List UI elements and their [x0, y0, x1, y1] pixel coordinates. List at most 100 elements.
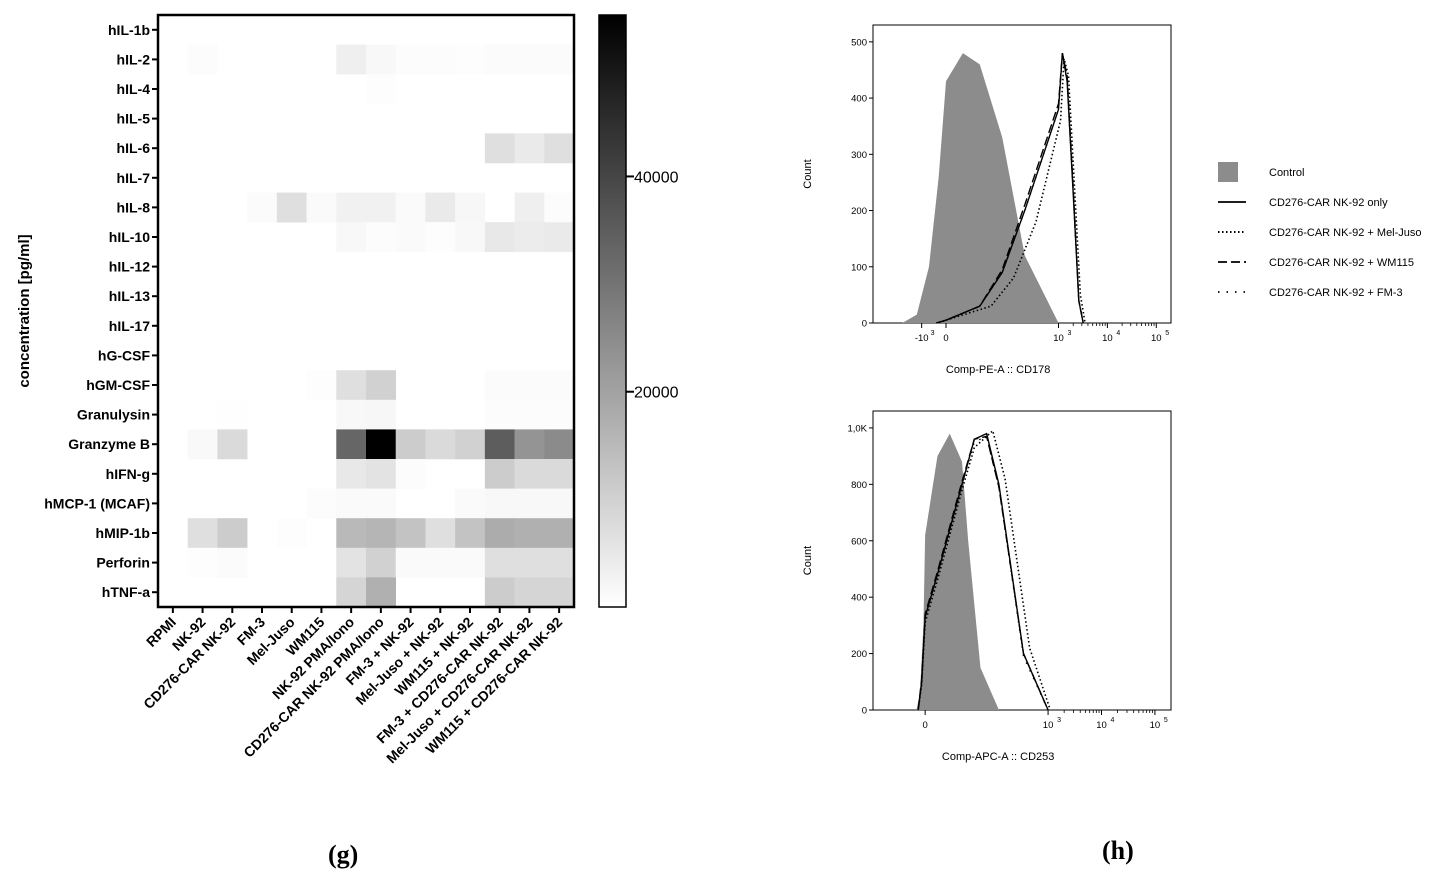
legend-label: CD276-CAR NK-92 + WM115 [1269, 257, 1414, 269]
heatmap-cell [306, 370, 337, 401]
heatmap-cell [217, 429, 248, 460]
row-label: hIL-5 [117, 111, 151, 127]
heatmap-cell [544, 370, 575, 401]
heatmap-cell [187, 429, 218, 460]
x-tick-label: 10 [1043, 720, 1054, 731]
row-label: hIL-12 [109, 259, 150, 275]
row-label: Granulysin [77, 407, 150, 423]
heatmap-cell [514, 547, 545, 578]
heatmap-cell [514, 370, 545, 401]
heatmap-cell [455, 518, 486, 549]
row-label: hIL-1b [108, 22, 150, 38]
plot-frame [872, 410, 1172, 711]
heatmap-cell [336, 44, 367, 75]
heatmap-cell [336, 192, 367, 223]
heatmap-cell [425, 429, 456, 460]
heatmap-cell [484, 399, 515, 430]
heatmap-cell [395, 222, 426, 253]
heatmap-cell [514, 399, 545, 430]
heatmap-cell [336, 429, 367, 460]
heatmap-cell [514, 488, 545, 519]
heatmap-cell [514, 192, 545, 223]
row-label: hIL-2 [117, 51, 151, 67]
x-tick-label: 10 [1102, 333, 1113, 344]
heatmap-cell [366, 222, 397, 253]
heatmap-cell [306, 192, 337, 223]
heatmap-cell [247, 192, 278, 223]
y-tick-label: 400 [851, 593, 867, 604]
x-axis-label: Comp-APC-A :: CD253 [942, 751, 1054, 763]
heatmap-cell [366, 488, 397, 519]
heatmap-cell [187, 518, 218, 549]
y-tick-label: 1,0K [847, 423, 867, 434]
histogram-line-dashdot [936, 55, 1084, 324]
heatmap-cell [455, 429, 486, 460]
heatmap-frame [156, 13, 576, 609]
row-label: Perforin [96, 555, 150, 571]
histogram-legend: Control CD276-CAR NK-92 only CD276-CAR NK-… [1218, 162, 1422, 299]
heatmap-cell [544, 222, 575, 253]
y-tick-label: 200 [851, 206, 867, 217]
row-label: hIL-8 [117, 199, 151, 215]
y-tick-label: 200 [851, 649, 867, 660]
heatmap-cell [336, 518, 367, 549]
heatmap-cell [395, 429, 426, 460]
y-tick-label: 0 [862, 319, 867, 330]
heatmap-cell [544, 488, 575, 519]
heatmap-cell [336, 222, 367, 253]
heatmap-cell [395, 192, 426, 223]
heatmap-cell [187, 547, 218, 578]
heatmap-cell [484, 488, 515, 519]
heatmap-cell [395, 518, 426, 549]
heatmap-cell [336, 577, 367, 608]
x-tick-label: 0 [943, 333, 948, 344]
row-label: hIFN-g [106, 466, 150, 482]
x-tick-exponent: 5 [1165, 330, 1169, 337]
y-axis-label: Count [802, 159, 814, 188]
histogram-line-dotted [917, 429, 1052, 711]
row-label: hMCP-1 (MCAF) [44, 495, 150, 511]
colorbar-tick-label: 40000 [634, 169, 679, 186]
x-tick-label: 10 [1096, 720, 1107, 731]
x-tick-exponent: 4 [1116, 330, 1120, 337]
row-label: hIL-10 [109, 229, 150, 245]
colorbar [598, 14, 627, 608]
row-label: hIL-7 [117, 170, 151, 186]
heatmap-cell [366, 429, 397, 460]
x-tick-label: 10 [1151, 333, 1162, 344]
heatmap-cell [484, 222, 515, 253]
panel-label-h: (h) [1102, 836, 1134, 865]
heatmap-cell [276, 192, 307, 223]
heatmap-cell [514, 133, 545, 164]
row-label: hIL-6 [117, 140, 151, 156]
row-label: hIL-13 [109, 288, 150, 304]
heatmap-cell [395, 547, 426, 578]
heatmap-cell [484, 370, 515, 401]
heatmap-y-axis-label: concentration [pg/ml] [16, 234, 33, 387]
heatmap-cell [366, 547, 397, 578]
row-label: hIL-4 [117, 81, 151, 97]
heatmap-cell [484, 518, 515, 549]
heatmap-cell [336, 399, 367, 430]
x-tick-exponent: 5 [1164, 717, 1168, 724]
heatmap-cell [455, 488, 486, 519]
heatmap-cell [217, 547, 248, 578]
heatmap-cell [544, 429, 575, 460]
heatmap-cell [455, 44, 486, 75]
heatmap-cell [484, 44, 515, 75]
heatmap-cell [425, 44, 456, 75]
heatmap-cell [366, 399, 397, 430]
heatmap-cell [514, 518, 545, 549]
heatmap-cell [544, 133, 575, 164]
heatmap-cell [366, 518, 397, 549]
y-tick-label: 300 [851, 150, 867, 161]
heatmap-cell [366, 192, 397, 223]
y-axis-label: Count [802, 546, 814, 575]
heatmap-cell [336, 488, 367, 519]
row-label: hMIP-1b [96, 525, 150, 541]
colorbar-tick-label: 20000 [634, 385, 679, 402]
heatmap-cell [544, 399, 575, 430]
legend-label: CD276-CAR NK-92 + FM-3 [1269, 287, 1403, 299]
y-tick-label: 800 [851, 480, 867, 491]
